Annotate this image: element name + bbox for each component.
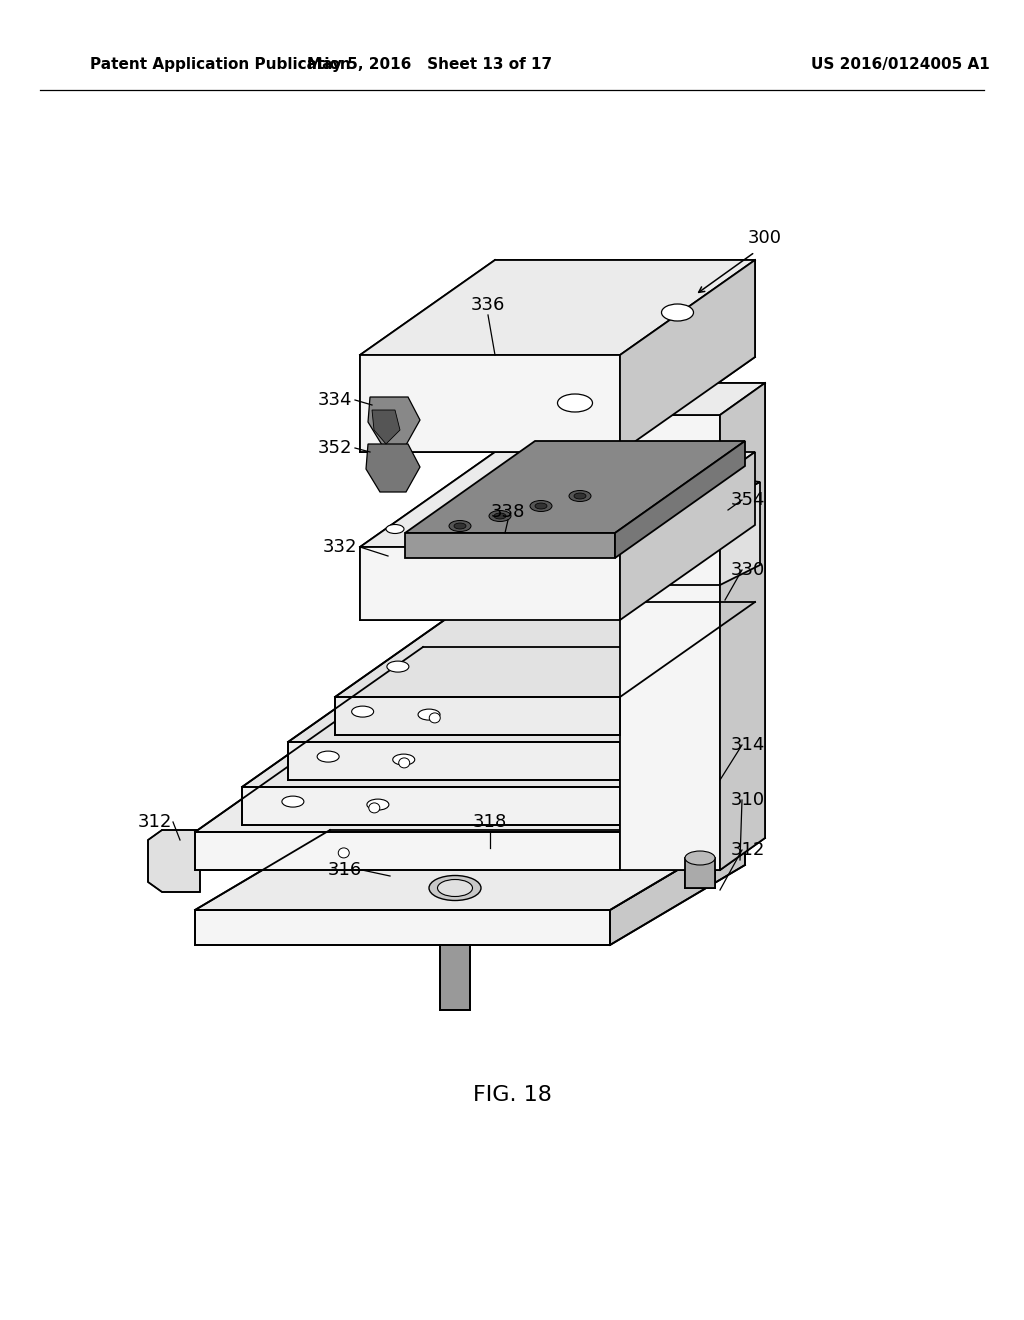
- Polygon shape: [335, 602, 755, 697]
- Ellipse shape: [418, 709, 440, 721]
- Ellipse shape: [429, 875, 481, 900]
- Polygon shape: [440, 945, 470, 1010]
- Polygon shape: [620, 502, 720, 585]
- Text: 312: 312: [731, 841, 765, 859]
- Polygon shape: [195, 737, 755, 832]
- Ellipse shape: [386, 524, 404, 533]
- Text: 338: 338: [490, 503, 525, 521]
- Ellipse shape: [535, 503, 547, 510]
- Polygon shape: [620, 737, 755, 870]
- Text: 332: 332: [323, 539, 357, 556]
- Polygon shape: [360, 355, 620, 451]
- Text: 310: 310: [731, 791, 765, 809]
- Ellipse shape: [387, 661, 409, 672]
- Polygon shape: [620, 470, 760, 502]
- Text: 334: 334: [317, 391, 352, 409]
- Ellipse shape: [338, 847, 349, 858]
- Text: FIG. 18: FIG. 18: [472, 1085, 552, 1105]
- Text: 354: 354: [731, 491, 765, 510]
- Text: 352: 352: [317, 440, 352, 457]
- Text: Patent Application Publication: Patent Application Publication: [90, 58, 351, 73]
- Ellipse shape: [369, 803, 380, 813]
- Ellipse shape: [393, 754, 415, 766]
- Ellipse shape: [489, 511, 511, 521]
- Text: 318: 318: [473, 813, 507, 832]
- Polygon shape: [406, 533, 615, 558]
- Polygon shape: [620, 383, 765, 414]
- Polygon shape: [366, 444, 420, 492]
- Ellipse shape: [494, 513, 506, 519]
- Polygon shape: [360, 451, 755, 546]
- Polygon shape: [242, 692, 755, 787]
- Ellipse shape: [449, 520, 471, 532]
- Ellipse shape: [398, 758, 410, 768]
- Ellipse shape: [351, 706, 374, 717]
- Ellipse shape: [429, 713, 440, 723]
- Ellipse shape: [574, 492, 586, 499]
- Ellipse shape: [685, 851, 715, 865]
- Polygon shape: [242, 787, 620, 825]
- Ellipse shape: [530, 500, 552, 511]
- Ellipse shape: [317, 751, 339, 762]
- Ellipse shape: [437, 879, 472, 896]
- Polygon shape: [288, 647, 755, 742]
- Polygon shape: [148, 830, 200, 892]
- Polygon shape: [368, 397, 420, 445]
- Polygon shape: [685, 858, 715, 888]
- Ellipse shape: [662, 304, 693, 321]
- Polygon shape: [195, 832, 620, 870]
- Polygon shape: [195, 909, 610, 945]
- Text: 330: 330: [731, 561, 765, 579]
- Polygon shape: [335, 697, 620, 735]
- Ellipse shape: [282, 796, 304, 807]
- Ellipse shape: [367, 799, 389, 810]
- Polygon shape: [620, 260, 755, 451]
- Polygon shape: [620, 414, 720, 870]
- Polygon shape: [360, 260, 755, 355]
- Polygon shape: [615, 441, 745, 558]
- Polygon shape: [720, 383, 765, 870]
- Polygon shape: [620, 451, 755, 620]
- Text: May 5, 2016   Sheet 13 of 17: May 5, 2016 Sheet 13 of 17: [307, 58, 553, 73]
- Text: US 2016/0124005 A1: US 2016/0124005 A1: [811, 58, 989, 73]
- Text: 316: 316: [328, 861, 362, 879]
- Ellipse shape: [569, 491, 591, 502]
- Text: 336: 336: [471, 296, 505, 314]
- Polygon shape: [406, 441, 745, 533]
- Polygon shape: [610, 830, 745, 945]
- Ellipse shape: [557, 393, 593, 412]
- Text: 300: 300: [748, 228, 782, 247]
- Polygon shape: [288, 742, 620, 780]
- Ellipse shape: [454, 523, 466, 529]
- Polygon shape: [195, 830, 745, 909]
- Polygon shape: [372, 411, 400, 444]
- Text: 312: 312: [138, 813, 172, 832]
- Polygon shape: [360, 546, 620, 620]
- Text: 314: 314: [731, 737, 765, 754]
- Polygon shape: [720, 482, 760, 585]
